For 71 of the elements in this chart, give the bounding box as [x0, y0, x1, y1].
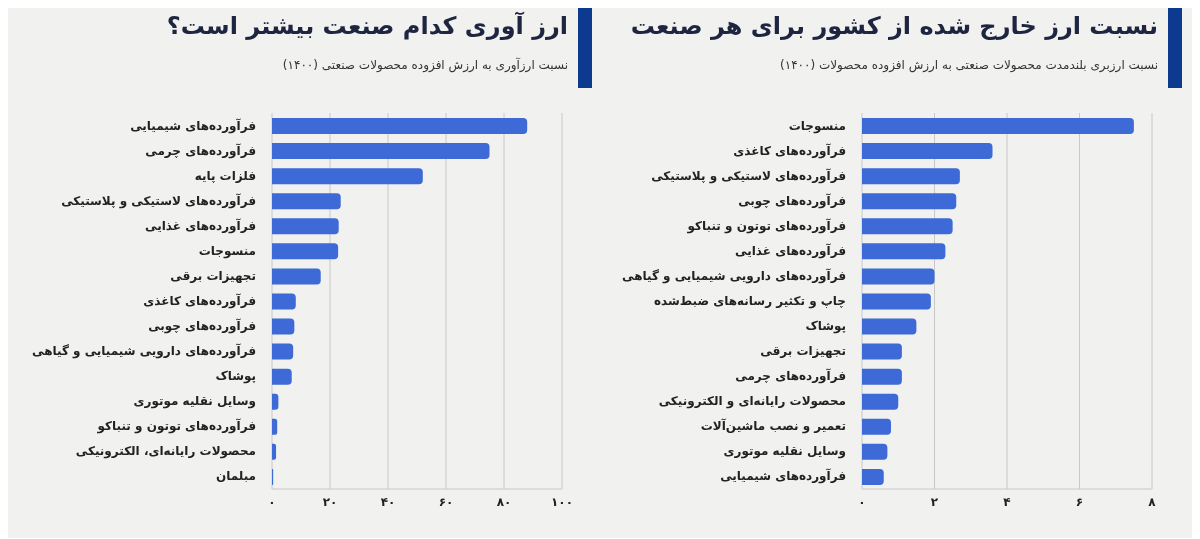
x-tick-label: ۴ [1003, 494, 1011, 509]
y-tick-label: تجهیزات برقی [170, 268, 256, 283]
bar [862, 293, 931, 310]
y-tick-label: فرآورده‌های چرمی [735, 368, 846, 385]
y-tick-label: محصولات رایانه‌ای، الکترونیکی [75, 444, 256, 460]
y-tick-label: فرآورده‌های کاغذی [143, 293, 256, 309]
bar [272, 168, 423, 185]
bar [862, 218, 953, 235]
y-tick-label: فرآورده‌های لاستیکی و پلاستیکی [651, 167, 846, 184]
y-tick-label: تعمیر و نصب ماشین‌آلات [700, 418, 846, 435]
bar [862, 418, 891, 435]
y-tick-label: منسوجات [788, 118, 846, 134]
bar [272, 118, 528, 134]
y-tick-label: فلزات پایه [194, 168, 256, 183]
x-tick-label: ۸۰ [496, 494, 512, 509]
x-tick-label: ۲ [930, 494, 939, 509]
y-tick-label: تجهیزات برقی [760, 344, 846, 359]
chart-title: نسبت ارز خارج شده از کشور برای هر صنعت [630, 12, 1158, 40]
y-tick-label: فرآورده‌های دارویی شیمیایی و گیاهی [622, 267, 846, 284]
bar [862, 143, 993, 160]
y-tick-label: فرآورده‌های شیمیایی [720, 468, 846, 485]
bar [272, 268, 321, 285]
bar [862, 118, 1134, 134]
y-tick-label: فرآورده‌های لاستیکی و پلاستیکی [61, 192, 256, 209]
bar [272, 318, 295, 335]
y-tick-label: فرآورده‌های چوبی [738, 192, 846, 209]
y-tick-label: وسایل نقلیه موتوری [723, 444, 846, 460]
bar [862, 368, 902, 385]
y-tick-label: چاپ و تکثیر رسانه‌های ضبط‌شده [653, 294, 846, 309]
bar [862, 193, 957, 210]
y-tick-label: محصولات رایانه‌ای و الکترونیکی [658, 394, 846, 410]
y-tick-label: پوشاک [215, 369, 256, 385]
y-tick-label: پوشاک [805, 319, 846, 335]
x-tick-label: ۰ [268, 494, 276, 509]
x-tick-label: ۶۰ [438, 494, 454, 509]
y-tick-label: فرآورده‌های شیمیایی [130, 117, 256, 134]
x-tick-label: ۰ [858, 494, 866, 509]
bar [862, 243, 946, 260]
y-tick-label: فرآورده‌های غذایی [145, 217, 256, 234]
y-tick-label: فرآورده‌های دارویی شیمیایی و گیاهی [32, 343, 256, 360]
bar [862, 268, 935, 285]
x-tick-label: ۲۰ [322, 494, 338, 509]
bar [862, 168, 960, 185]
bar [272, 193, 341, 210]
bar [862, 343, 902, 360]
bar [862, 468, 884, 485]
bar [272, 343, 294, 360]
y-tick-label: فرآورده‌های توتون و تنباکو [686, 217, 846, 234]
x-tick-label: ۶ [1075, 494, 1084, 509]
bar [862, 318, 917, 335]
y-tick-label: فرآورده‌های توتون و تنباکو [96, 418, 256, 435]
chart-subtitle: نسبت ارزآوری به ارزش افزوده محصولات صنعتی (۱۴۰۰) [281, 58, 568, 72]
y-tick-label: فرآورده‌های غذایی [735, 242, 846, 259]
bar [862, 443, 888, 460]
bar [272, 218, 339, 235]
x-tick-label: ۸ [1148, 494, 1157, 509]
y-tick-label: فرآورده‌های چرمی [145, 142, 256, 159]
y-tick-label: فرآورده‌های چوبی [148, 318, 256, 335]
x-tick-label: ۴۰ [380, 494, 396, 509]
x-tick-label: ۱۰۰ [551, 494, 573, 509]
chart-title: ارز آوری کدام صنعت بیشتر است؟ [166, 12, 568, 40]
bar [272, 243, 339, 260]
bar [272, 143, 490, 160]
chart-subtitle: نسبت ارزبری بلندمدت محصولات صنعتی به ارزش افزوده محصولات (۱۴۰۰) [779, 58, 1158, 72]
bar [272, 368, 292, 385]
y-tick-label: مبلمان [215, 469, 256, 484]
y-tick-label: وسایل نقلیه موتوری [133, 394, 256, 410]
bar [862, 393, 899, 410]
y-tick-label: منسوجات [198, 243, 256, 259]
y-tick-label: فرآورده‌های کاغذی [733, 142, 846, 159]
bar [272, 293, 296, 310]
